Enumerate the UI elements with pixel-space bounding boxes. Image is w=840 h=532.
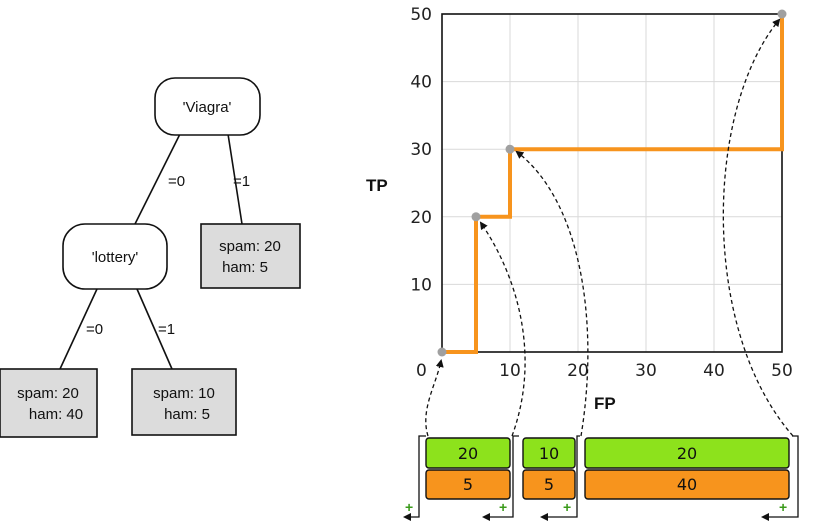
segment-3-top-value: 20 (677, 444, 697, 463)
connector-point-30 (515, 150, 589, 437)
tree-leaf-viagra-1-line1: spam: 20 (219, 238, 281, 255)
edge-label-root-left: =0 (168, 173, 185, 190)
segment-2-top (522, 437, 576, 469)
chart-ticks: 0 10 20 30 40 50 10 20 30 40 50 (410, 5, 792, 381)
segment-1-top-value: 20 (458, 444, 478, 463)
edge-label-lottery-right: =1 (158, 321, 175, 338)
coverage-curve (442, 14, 784, 354)
x-tick-label: 10 (499, 361, 521, 381)
segment-3-bottom (584, 469, 790, 500)
x-tick-label: 0 (416, 361, 427, 381)
bracket-4 (761, 435, 799, 521)
tree-leaf-lottery-1-line2: ham: 5 (164, 406, 210, 423)
connector-point-20 (479, 221, 526, 437)
curve-point-marker (777, 9, 787, 19)
segment-1-bottom (425, 469, 511, 500)
edge-lottery-right (136, 288, 173, 370)
x-tick-label: 20 (567, 361, 589, 381)
tree-leaf-lottery-0-line1: spam: 20 (17, 385, 79, 402)
segment-2-top-value: 10 (539, 444, 559, 463)
tree-leaf-viagra-1 (200, 223, 301, 289)
tree-leaf-lottery-1 (131, 368, 237, 436)
connector-point-50 (722, 18, 794, 437)
tree-node-viagra (154, 77, 261, 136)
bracket-2 (482, 435, 519, 521)
y-tick-label: 10 (410, 275, 432, 295)
tree-node-lottery (62, 223, 168, 290)
decision-tree: =0 =1 =0 =1 'Viagra' 'lottery' spam: 20 … (0, 77, 301, 438)
edge-label-root-right: =1 (233, 173, 250, 190)
segment-1-bottom-value: 5 (463, 475, 473, 494)
x-tick-label: 40 (703, 361, 725, 381)
tree-leaf-lottery-0-line2: ham: 40 (29, 406, 83, 423)
plus-sign-3: + (563, 499, 571, 515)
tree-leaf-viagra-1-line2: ham: 5 (222, 259, 268, 276)
edge-lottery-left (59, 288, 98, 370)
y-tick-label: 40 (410, 73, 432, 93)
edge-root-right (227, 133, 243, 225)
x-axis-title: FP (594, 394, 616, 413)
curve-point-marker (471, 212, 481, 222)
plus-sign-4: + (779, 499, 787, 515)
curve-point-marker (437, 347, 447, 357)
plus-sign-2: + (499, 499, 507, 515)
tree-node-viagra-label: 'Viagra' (183, 99, 232, 116)
bracket-3 (540, 435, 580, 521)
chart-markers (437, 9, 787, 357)
segment-1-top (425, 437, 511, 469)
dashed-connectors (425, 18, 794, 437)
tree-leaf-lottery-0 (0, 368, 98, 438)
chart-frame (441, 13, 783, 353)
tree-node-lottery-label: 'lottery' (92, 249, 139, 266)
y-tick-label: 50 (410, 5, 432, 25)
tree-leaf-lottery-1-line1: spam: 10 (153, 385, 215, 402)
edge-label-lottery-left: =0 (86, 321, 103, 338)
segment-2-bottom (522, 469, 576, 500)
y-axis-title: TP (366, 176, 388, 195)
segment-3-bottom-value: 40 (677, 475, 697, 494)
y-tick-label: 20 (410, 208, 432, 228)
edge-root-left (134, 133, 181, 225)
coverage-plot: 0 10 20 30 40 50 10 20 30 40 50 TP FP (366, 5, 793, 413)
segment-3-top (584, 437, 790, 469)
segment-bars: + + + + 20 5 10 5 20 40 (403, 435, 799, 521)
bracket-1 (403, 435, 426, 521)
x-tick-label: 50 (771, 361, 793, 381)
plus-sign-1: + (405, 499, 413, 515)
curve-point-marker (505, 144, 515, 154)
y-tick-label: 30 (410, 140, 432, 160)
x-tick-label: 30 (635, 361, 657, 381)
segment-2-bottom-value: 5 (544, 475, 554, 494)
connector-origin (425, 359, 444, 437)
